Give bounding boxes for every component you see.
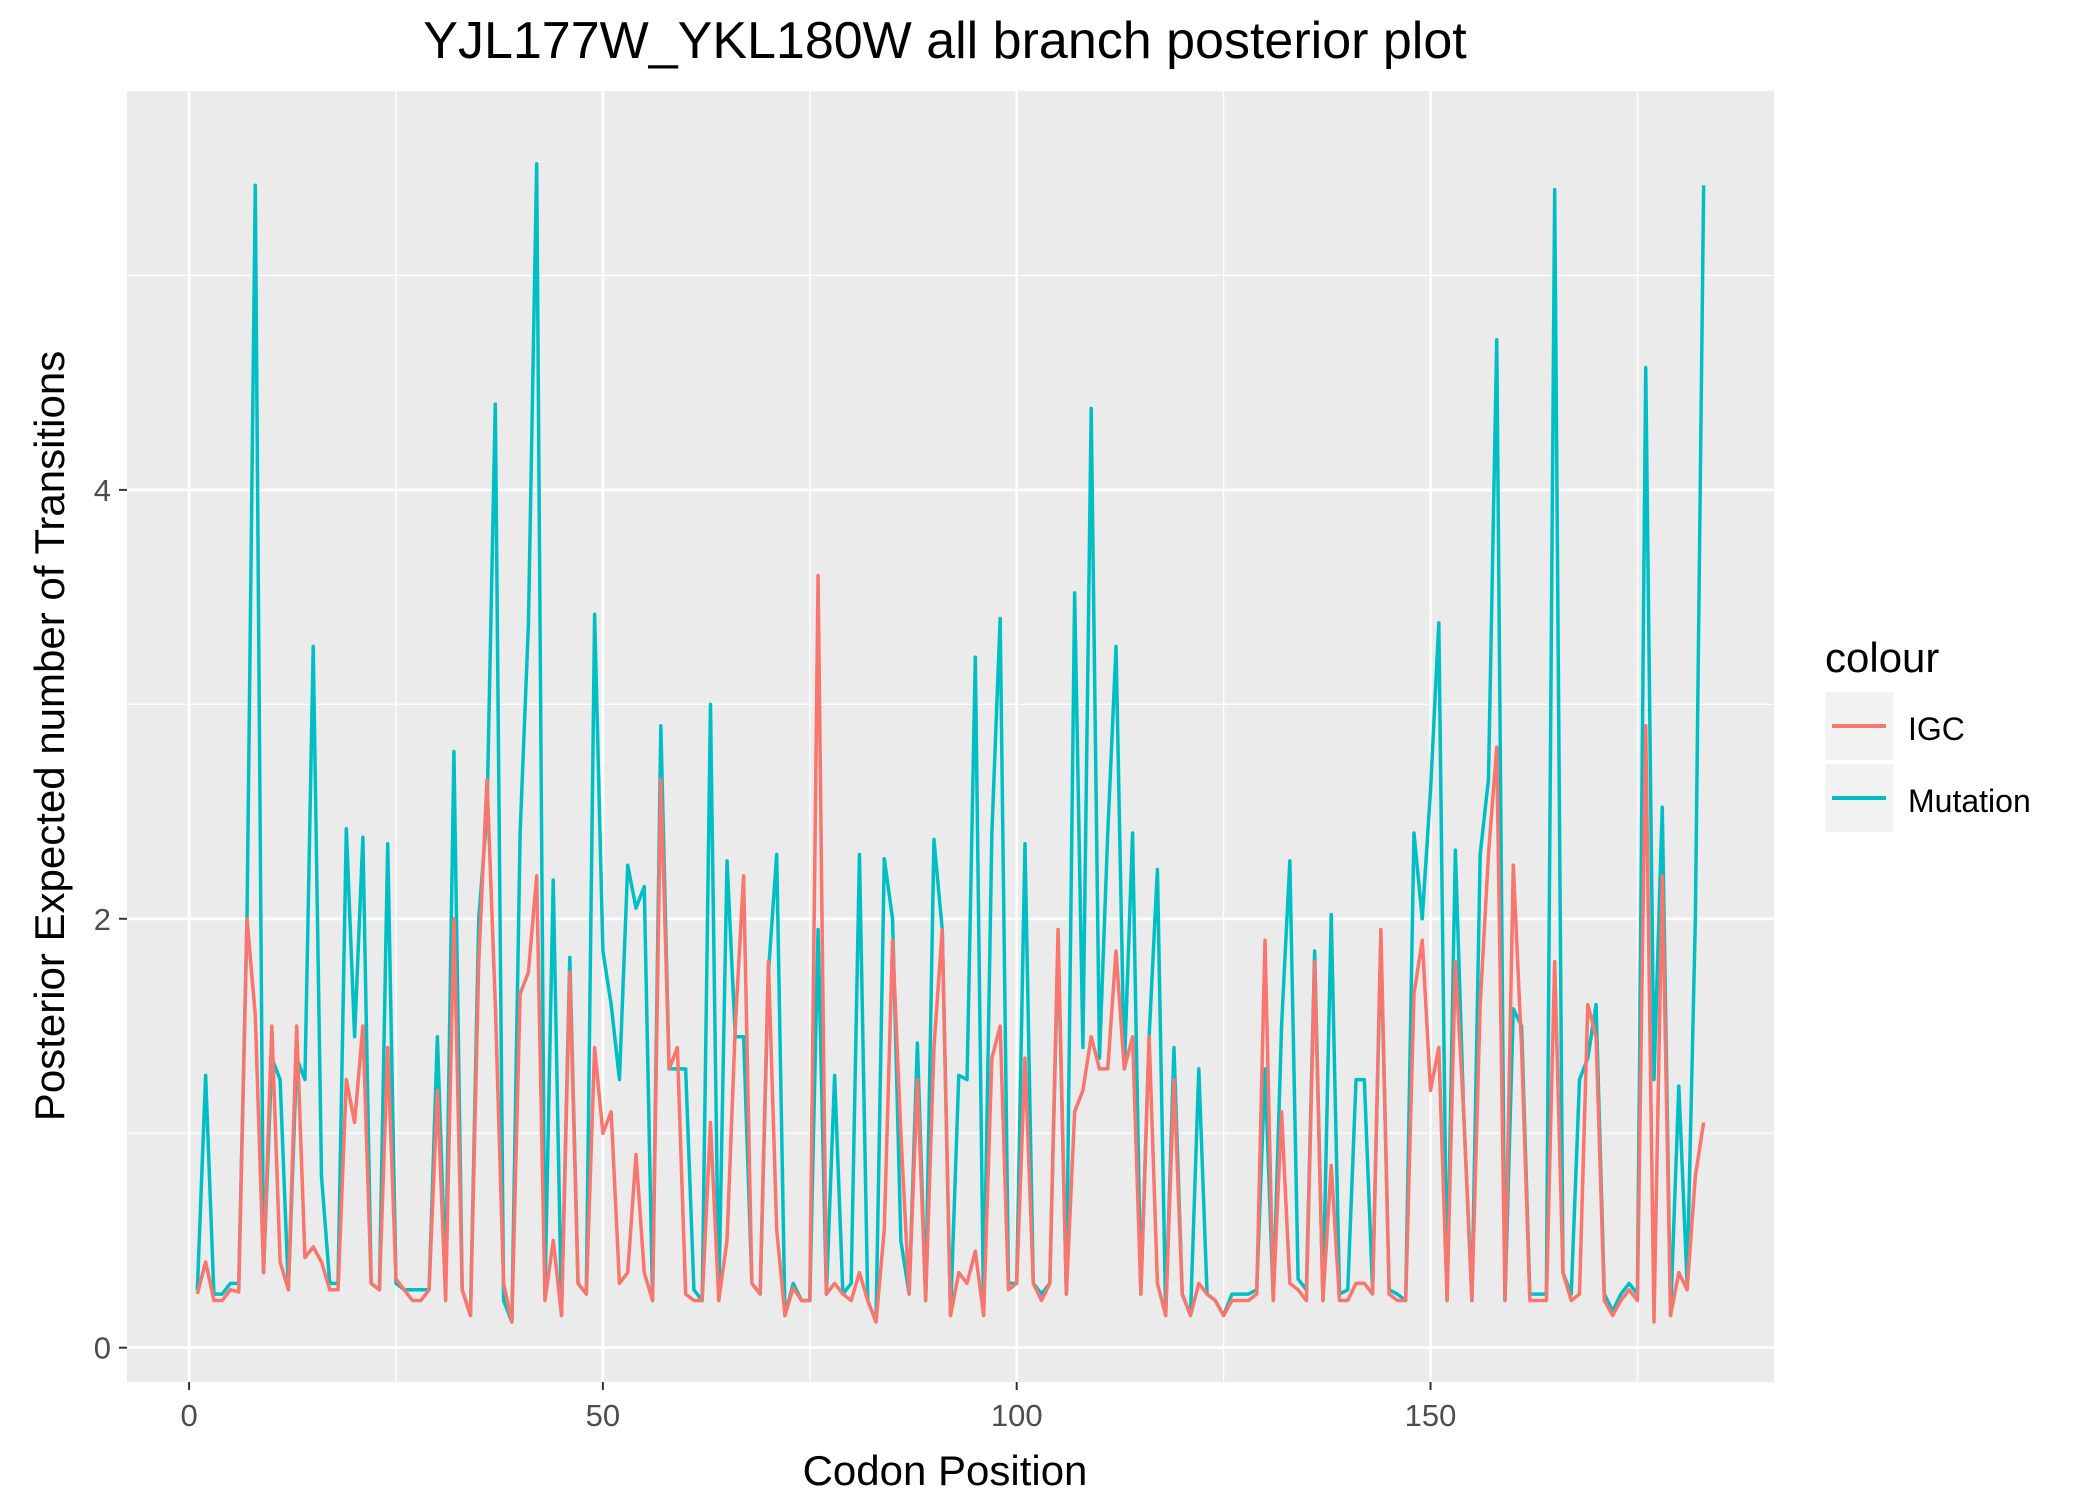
x-tick-labels: 0 50 100 150 [180, 1398, 1456, 1433]
y-tick-label: 2 [94, 902, 111, 937]
legend-label-igc: IGC [1908, 711, 1965, 747]
y-tick-label: 0 [94, 1331, 111, 1366]
x-tick-label: 0 [180, 1398, 197, 1433]
chart-title: YJL177W_YKL180W all branch posterior plo… [423, 12, 1467, 70]
legend-label-mutation: Mutation [1908, 783, 2031, 819]
legend: colour IGC Mutation [1825, 634, 2031, 832]
legend-title: colour [1825, 634, 1939, 681]
x-tick-label: 50 [586, 1398, 620, 1433]
x-tick-label: 150 [1405, 1398, 1457, 1433]
series-line-igc [195, 573, 1706, 1324]
series-lines [195, 162, 1706, 1324]
y-axis-title: Posterior Expected number of Transitions [26, 351, 73, 1121]
y-tick-labels: 0 2 4 [94, 473, 111, 1366]
x-tick-label: 100 [991, 1398, 1043, 1433]
y-tick-label: 4 [94, 473, 111, 508]
axis-ticks [119, 488, 1432, 1390]
x-axis-title: Codon Position [803, 1447, 1088, 1494]
major-gridlines [127, 91, 1774, 1382]
